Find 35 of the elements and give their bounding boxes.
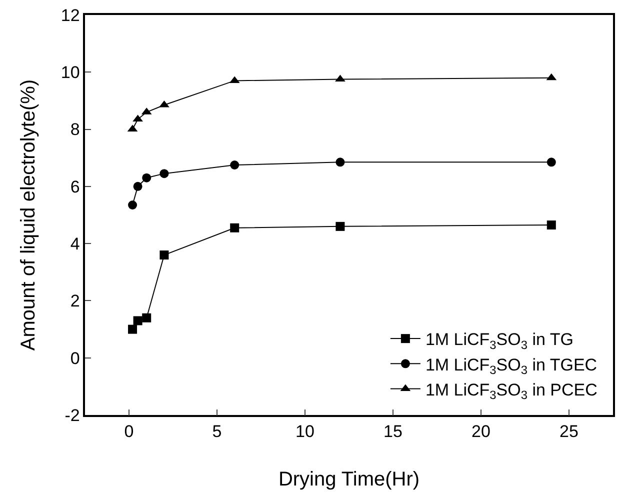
legend-label: 1M LiCF$_{3}$SO$_{3}$ in PCEC — [425, 380, 598, 402]
x-tick-label: 0 — [124, 422, 134, 442]
point — [133, 182, 142, 191]
point — [336, 158, 345, 167]
x-axis-title: Drying Time(Hr) — [278, 468, 420, 490]
point — [132, 114, 143, 122]
y-tick-label: 0 — [70, 348, 80, 368]
y-tick-label: -2 — [64, 406, 80, 425]
point — [546, 220, 556, 230]
point — [336, 222, 345, 231]
point — [133, 316, 142, 326]
point — [335, 74, 346, 82]
x-tick-label: 20 — [472, 422, 490, 442]
x-tick-label: 5 — [212, 422, 222, 442]
point — [142, 313, 152, 322]
x-tick-label: 25 — [560, 422, 578, 442]
y-tick-label: 4 — [70, 234, 80, 254]
y-tick-label: 12 — [60, 6, 80, 25]
point — [128, 200, 138, 210]
point — [160, 169, 169, 178]
legend-label: 1M LiCF$_{3}$SO$_{3}$ in TG — [425, 330, 574, 352]
point — [230, 160, 240, 170]
y-tick-label: 6 — [70, 177, 80, 196]
x-tick-label: 10 — [296, 422, 314, 442]
legend-label: 1M LiCF$_{3}$SO$_{3}$ in TGEC — [425, 355, 598, 377]
point — [546, 158, 556, 167]
y-axis-title: Amount of liquid electrolyte(%) — [18, 79, 40, 351]
y-tick-label: 8 — [70, 120, 80, 140]
x-tick-label: 15 — [384, 422, 402, 442]
point — [128, 324, 138, 334]
point — [230, 223, 240, 232]
y-tick-label: 2 — [70, 292, 80, 311]
y-tick-label: 10 — [60, 63, 80, 82]
point — [160, 250, 169, 260]
point — [142, 173, 152, 182]
